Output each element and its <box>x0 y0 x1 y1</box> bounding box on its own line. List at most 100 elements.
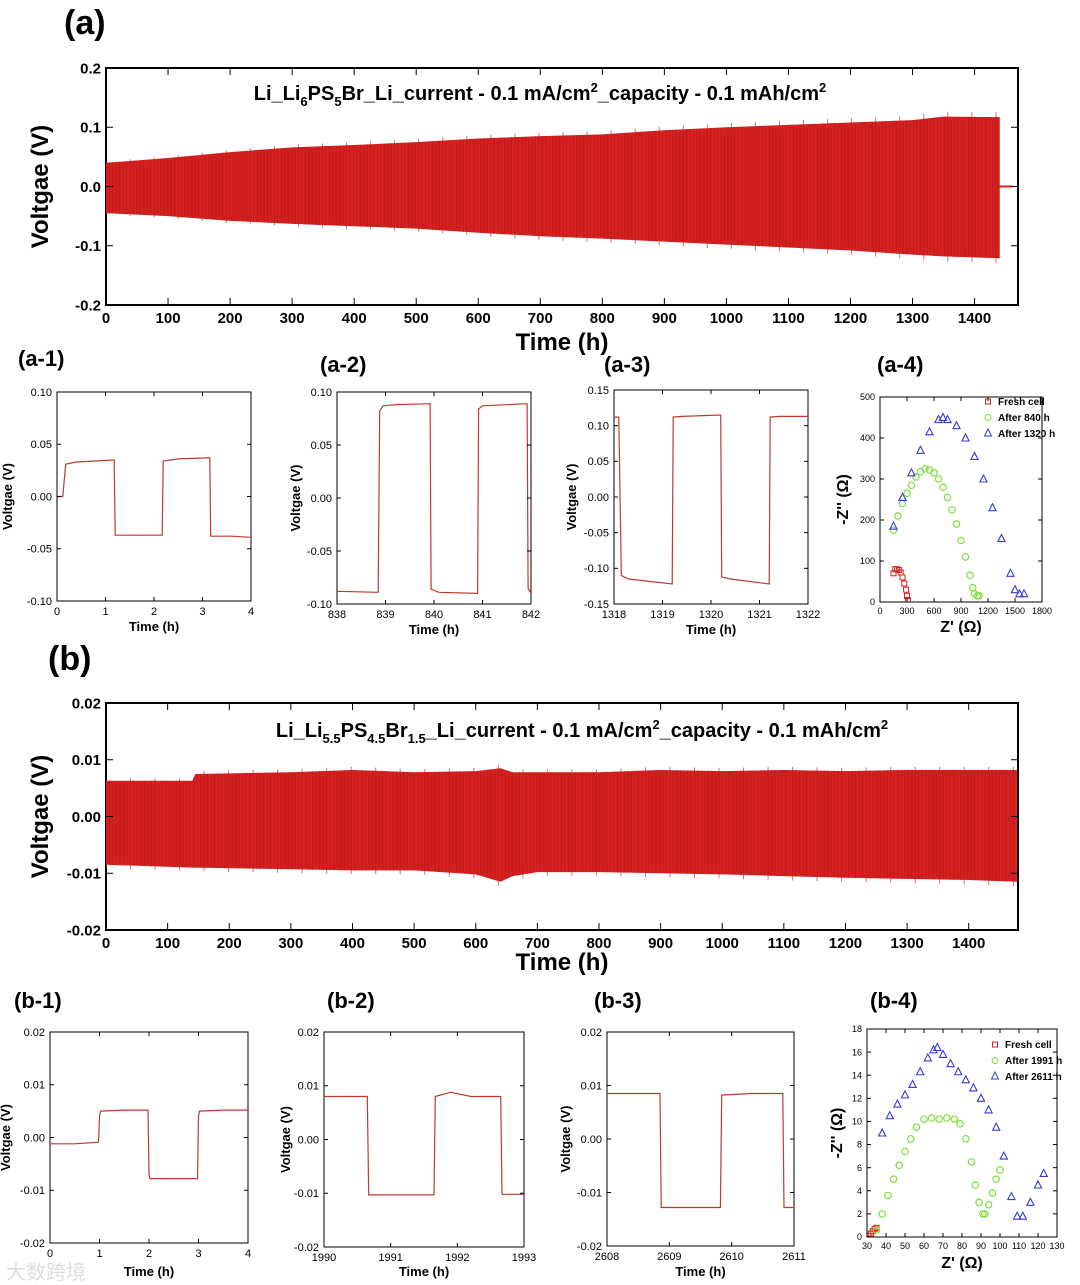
y-tick-label: 500 <box>860 392 875 402</box>
point-after-1991-h <box>895 1161 904 1170</box>
y-axis-label: Voltgae (V) <box>0 1104 13 1171</box>
point-fresh-cell <box>903 586 910 593</box>
point-after-840-h <box>968 583 977 592</box>
x-tick-label: 0 <box>54 606 60 618</box>
point-after-840-h <box>912 473 920 481</box>
title-part: 4.5 <box>367 731 385 746</box>
title-part: 1.5 <box>408 731 426 746</box>
point-after-1320-h <box>951 420 962 430</box>
point-after-2611-h <box>1033 1179 1043 1189</box>
x-tick-label: 1100 <box>768 935 801 952</box>
x-tick-label: 4 <box>245 1248 251 1260</box>
point-after-2611-h <box>976 1093 986 1102</box>
y-tick-label: -0.01 <box>67 866 101 883</box>
x-tick-label: 60 <box>919 1241 929 1251</box>
panel-label: (b-1) <box>14 988 62 1013</box>
plot-frame <box>336 391 532 605</box>
x-tick-label: 1200 <box>829 935 862 952</box>
x-axis-label: Time (h) <box>516 949 609 976</box>
plot-area <box>867 1042 1049 1237</box>
chart-b4: (b-4) 30 40 50 60 70 80 90 100 110 120 130 0 2 4 6 8 10 12… <box>829 988 1065 1272</box>
x-tick-label: 840 <box>425 609 443 621</box>
point-after-1991-h <box>872 1226 881 1234</box>
plot-frame <box>606 1031 795 1247</box>
x-tick-label: 70 <box>938 1241 948 1251</box>
x-tick-label: 2 <box>146 1248 152 1260</box>
chart-a4: (a-4) 0 300 600 900 1200 1500 1800 0 100 200 300 400… <box>835 352 1055 636</box>
x-tick-label: 100 <box>156 310 181 327</box>
title-part: _capacity - 0.1 mAh/cm <box>659 720 881 742</box>
point-after-1991-h <box>967 1158 976 1166</box>
x-tick-label: 0 <box>877 606 882 616</box>
y-tick-label: -0.10 <box>307 599 332 611</box>
point-after-2611-h <box>915 1066 925 1076</box>
y-tick-label: 16 <box>852 1047 862 1057</box>
plot-area <box>57 457 251 538</box>
point-after-2611-h <box>923 1052 933 1062</box>
title-part: 2 <box>819 80 826 95</box>
point-after-1320-h <box>938 412 948 422</box>
point-after-840-h <box>975 592 983 600</box>
point-after-2611-h <box>928 1044 939 1054</box>
x-tick-label: 1321 <box>747 609 771 621</box>
point-fresh-cell <box>890 570 897 577</box>
y-tick-label: 0.02 <box>72 695 101 712</box>
y-tick-label: 0.0 <box>80 179 101 196</box>
point-after-840-h <box>907 481 916 489</box>
legend-label: After 1991 h <box>1005 1056 1062 1067</box>
y-tick-label: 0 <box>857 1232 862 1242</box>
point-after-1320-h <box>978 473 989 483</box>
point-after-2611-h <box>932 1042 942 1052</box>
point-after-1991-h <box>912 1123 921 1132</box>
point-after-840-h <box>966 571 974 580</box>
panel-label: (b-4) <box>870 988 918 1013</box>
point-after-2611-h <box>885 1110 895 1120</box>
point-after-2611-h <box>946 1058 956 1068</box>
series-line-voltage <box>50 1109 248 1180</box>
series-line-voltage <box>607 1092 794 1209</box>
plot-area <box>106 111 1012 264</box>
x-tick-label: 1993 <box>512 1252 536 1264</box>
x-axis-label: Time (h) <box>516 329 609 356</box>
y-axis-label: Voltgae (V) <box>278 1106 293 1173</box>
point-after-1991-h <box>988 1189 997 1197</box>
point-after-1320-h <box>1005 568 1016 577</box>
y-tick-label: -0.2 <box>75 297 101 314</box>
point-fresh-cell <box>899 574 906 581</box>
title-part: 5.5 <box>323 731 341 746</box>
y-tick-label: 0.05 <box>588 456 609 468</box>
point-after-840-h <box>961 553 970 561</box>
point-fresh-cell <box>901 580 908 587</box>
point-fresh-cell <box>894 566 901 573</box>
y-tick-label: -0.01 <box>577 1187 602 1199</box>
point-after-1991-h <box>942 1114 951 1122</box>
y-tick-label: 0.00 <box>581 1134 602 1146</box>
title-part: _Li_current - 0.1 mA/cm <box>425 720 653 742</box>
legend-marker-circle <box>984 414 992 421</box>
point-after-1320-h <box>960 432 971 442</box>
legend-marker-triangle <box>990 1070 1000 1080</box>
point-after-840-h <box>894 512 902 520</box>
x-tick-label: 300 <box>280 310 305 327</box>
y-tick-label: 0.00 <box>31 491 52 503</box>
plot-area <box>337 403 531 595</box>
legend-label: After 1320 h <box>998 429 1055 440</box>
x-tick-label: 1320 <box>699 609 723 621</box>
x-tick-label: 30 <box>862 1241 872 1251</box>
point-after-1991-h <box>878 1210 887 1218</box>
point-after-2611-h <box>892 1098 902 1108</box>
y-tick-label: 0.02 <box>298 1027 319 1039</box>
title-part: Br <box>385 720 407 742</box>
y-tick-label: 4 <box>857 1186 862 1196</box>
legend-label: Fresh cell <box>1005 1040 1052 1051</box>
x-tick-label: 1322 <box>796 609 820 621</box>
point-after-2611-h <box>1018 1210 1028 1220</box>
series-line-voltage <box>324 1091 524 1196</box>
y-tick-label: 200 <box>860 515 875 525</box>
point-after-1991-h <box>884 1191 892 1200</box>
point-after-1991-h <box>961 1134 970 1143</box>
x-tick-label: 500 <box>404 310 429 327</box>
y-tick-label: -0.10 <box>584 563 609 575</box>
x-tick-label: 841 <box>473 609 491 621</box>
x-tick-label: 1000 <box>706 935 739 952</box>
